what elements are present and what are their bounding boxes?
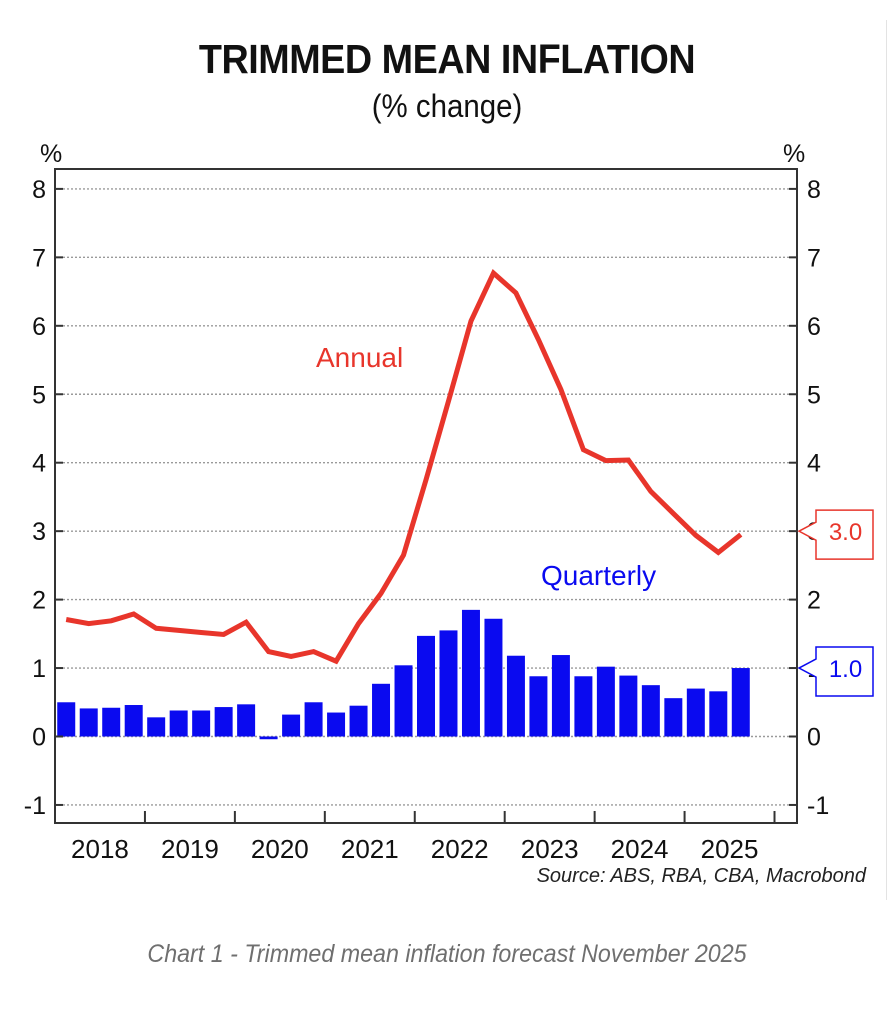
y-tick-label-right: 4 — [807, 450, 821, 478]
y-tick-label-right: -1 — [807, 792, 829, 820]
x-tick-label: 2019 — [161, 834, 219, 864]
chart-svg: -1-1001122334455667788201820192020202120… — [24, 140, 874, 887]
quarterly-bar — [484, 618, 503, 737]
quarterly-bar — [529, 676, 548, 737]
y-tick-label-right: 0 — [807, 724, 821, 752]
quarterly-bar — [372, 683, 391, 737]
annual-series-label: Annual — [316, 342, 403, 373]
quarterly-bar — [394, 665, 413, 737]
x-tick-label: 2021 — [341, 834, 399, 864]
y-tick-label-right: 5 — [807, 381, 821, 409]
page-edge-divider — [886, 20, 887, 900]
y-tick-label-left: 7 — [32, 244, 46, 272]
chart-title: TRIMMED MEAN INFLATION — [198, 36, 696, 82]
annual-line — [65, 269, 743, 665]
line-layer — [65, 269, 743, 665]
quarterly-bar — [57, 702, 76, 737]
quarterly-bar — [214, 707, 233, 737]
quarterly-bar — [192, 710, 211, 737]
quarterly-bar — [709, 691, 728, 737]
quarterly-bar — [731, 668, 750, 737]
quarterly-bar — [349, 705, 368, 737]
x-tick-label: 2025 — [701, 834, 759, 864]
y-tick-label-left: 5 — [32, 381, 46, 409]
x-tick-label: 2022 — [431, 834, 489, 864]
y-tick-label-left: 0 — [32, 724, 46, 752]
quarterly-bar — [574, 676, 593, 737]
source-note: Source: ABS, RBA, CBA, Macrobond — [537, 865, 867, 887]
quarterly-latest-value-callout: 1.0 — [797, 646, 874, 697]
y-tick-label-left: 1 — [32, 655, 46, 683]
quarterly-bar — [237, 704, 256, 737]
quarterly-series-label: Quarterly — [541, 560, 656, 591]
y-tick-label-right: 8 — [807, 176, 821, 204]
y-tick-label-left: 4 — [32, 450, 46, 478]
quarterly-bar — [439, 630, 458, 737]
bars-layer — [57, 609, 750, 740]
plot-frame — [54, 168, 798, 824]
y-tick-label-left: -1 — [24, 792, 46, 820]
quarterly-bar — [102, 707, 121, 737]
chart-subtitle: (% change) — [371, 88, 523, 124]
y-tick-label-left: 8 — [32, 176, 46, 204]
y-tick-label-left: 2 — [32, 587, 46, 615]
quarterly-bar — [641, 685, 660, 737]
quarterly-bar — [282, 714, 301, 737]
y-tick-label-right: 2 — [807, 587, 821, 615]
axis-layer: -1-1001122334455667788201820192020202120… — [24, 176, 829, 864]
y-tick-label-left: 6 — [32, 313, 46, 341]
annual-latest-value-callout: 3.0 — [797, 509, 874, 560]
right-axis-unit-label: % — [783, 140, 805, 168]
quarterly-bar — [147, 717, 166, 737]
quarterly-bar — [551, 655, 570, 737]
y-tick-label-right: 7 — [807, 244, 821, 272]
x-tick-label: 2020 — [251, 834, 309, 864]
quarterly-bar — [124, 705, 143, 737]
quarterly-bar — [619, 675, 638, 737]
quarterly-bar — [664, 698, 683, 737]
quarterly-callout-box — [797, 646, 874, 697]
annual-callout-box — [797, 509, 874, 560]
quarterly-bar — [259, 736, 278, 740]
y-tick-label-left: 3 — [32, 518, 46, 546]
quarterly-bar — [686, 688, 705, 737]
quarterly-bar — [506, 655, 525, 737]
quarterly-bar — [596, 666, 615, 737]
quarterly-callout-value: 1.0 — [829, 656, 862, 683]
quarterly-bar — [304, 702, 323, 737]
quarterly-bar — [79, 708, 98, 737]
x-tick-label: 2024 — [611, 834, 669, 864]
x-tick-label: 2018 — [71, 834, 129, 864]
x-tick-label: 2023 — [521, 834, 579, 864]
quarterly-bar — [327, 712, 346, 737]
quarterly-bar — [417, 635, 435, 737]
quarterly-bar — [169, 710, 188, 737]
y-tick-label-right: 6 — [807, 313, 821, 341]
quarterly-bar — [461, 609, 480, 737]
figure-caption: Chart 1 - Trimmed mean inflation forecas… — [147, 940, 747, 968]
annual-callout-value: 3.0 — [829, 519, 862, 546]
left-axis-unit-label: % — [40, 140, 62, 168]
